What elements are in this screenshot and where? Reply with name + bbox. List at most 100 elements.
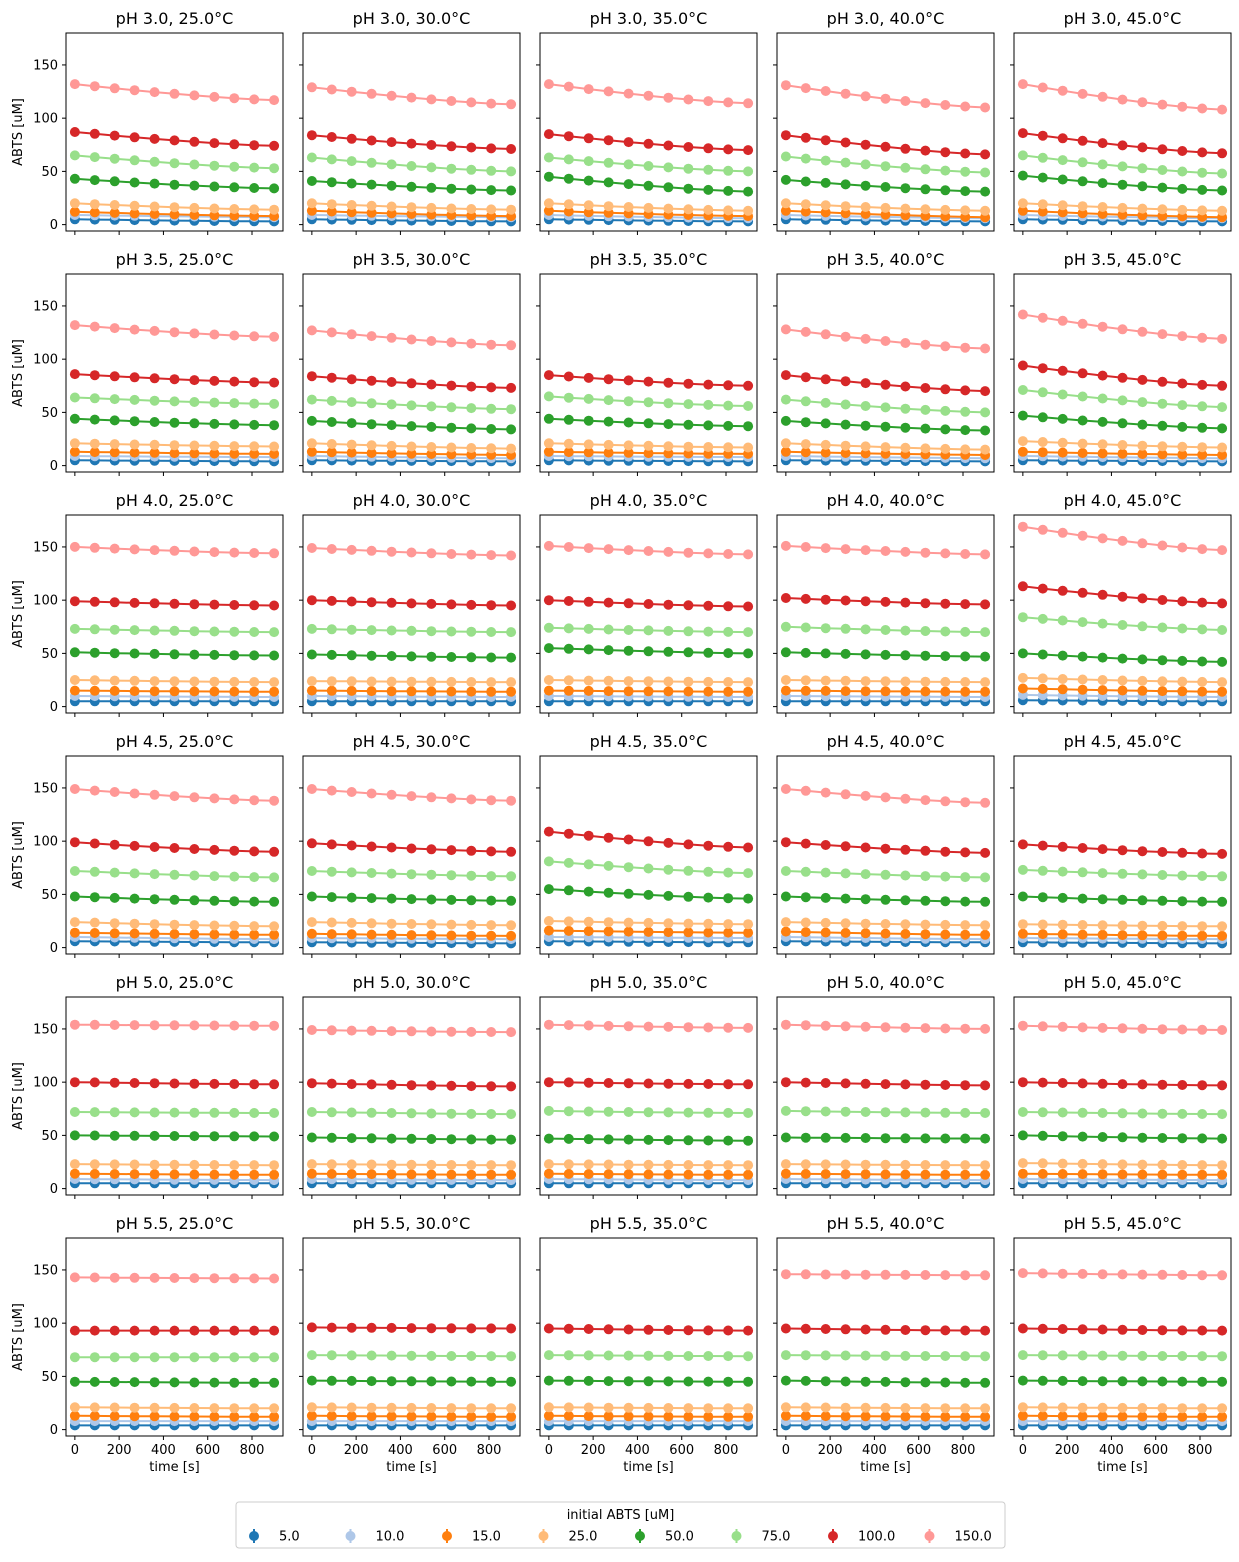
data-point xyxy=(980,651,991,662)
series-50.0 xyxy=(1017,410,1228,434)
data-point xyxy=(1037,206,1048,217)
y-tick-label: 0 xyxy=(50,218,58,233)
data-point xyxy=(189,136,200,147)
data-point xyxy=(1157,595,1168,605)
data-point xyxy=(840,440,851,451)
data-point xyxy=(269,1131,280,1142)
data-point xyxy=(1077,1169,1088,1180)
data-point xyxy=(189,1411,200,1422)
series-150.0 xyxy=(780,80,991,113)
series-150.0 xyxy=(69,320,280,342)
data-point xyxy=(603,1159,614,1170)
data-point xyxy=(466,599,477,610)
series-150.0 xyxy=(780,540,991,560)
data-point xyxy=(860,545,871,556)
data-point xyxy=(1037,583,1048,594)
data-point xyxy=(406,894,417,905)
series-50.0 xyxy=(1017,648,1228,667)
data-point xyxy=(683,686,694,697)
series-25.0 xyxy=(543,198,754,216)
data-point xyxy=(663,140,674,151)
data-point xyxy=(109,1020,120,1030)
data-point xyxy=(563,392,574,403)
data-point xyxy=(426,792,437,803)
subplot-10: pH 3.5, 45.0°C xyxy=(1010,250,1232,476)
axes-frame xyxy=(776,273,995,473)
data-point xyxy=(229,1352,240,1363)
data-point xyxy=(603,1350,614,1361)
data-point xyxy=(189,676,200,687)
data-point xyxy=(683,600,694,611)
data-point xyxy=(603,917,614,928)
series-group xyxy=(69,541,280,707)
data-point xyxy=(900,403,911,414)
data-point xyxy=(1177,441,1188,452)
data-point xyxy=(406,1323,417,1334)
data-point xyxy=(663,1376,674,1387)
data-point xyxy=(920,204,931,215)
data-point xyxy=(269,929,280,940)
data-point xyxy=(426,869,437,880)
data-point xyxy=(89,1019,100,1030)
series-75.0 xyxy=(543,622,754,638)
subplot-title: pH 5.5, 35.0°C xyxy=(590,1214,708,1233)
data-point xyxy=(129,372,140,383)
data-point xyxy=(563,1402,574,1413)
data-point xyxy=(386,440,397,451)
series-50.0 xyxy=(780,174,991,197)
data-point xyxy=(169,545,180,556)
data-point xyxy=(69,596,80,607)
data-point xyxy=(683,378,694,389)
data-point xyxy=(69,173,80,184)
data-point xyxy=(169,135,180,146)
data-point xyxy=(129,1377,140,1388)
data-point xyxy=(860,1402,871,1413)
data-point xyxy=(326,177,337,188)
data-point xyxy=(109,867,120,878)
data-point xyxy=(860,209,871,219)
data-point xyxy=(643,448,654,459)
data-point xyxy=(249,1108,260,1118)
data-point xyxy=(169,791,180,802)
data-point xyxy=(900,422,911,433)
data-point xyxy=(326,372,337,383)
data-point xyxy=(406,1350,417,1361)
data-point xyxy=(366,788,377,799)
data-point xyxy=(209,686,220,697)
data-point xyxy=(366,135,377,146)
data-point xyxy=(149,447,160,458)
series-group xyxy=(543,1323,754,1431)
y-tick-label: 150 xyxy=(33,58,58,73)
data-point xyxy=(366,893,377,904)
data-point xyxy=(406,651,417,662)
data-point xyxy=(466,1081,477,1092)
subplot-3: pH 3.0, 35.0°C xyxy=(536,9,758,235)
data-point xyxy=(1097,675,1108,685)
data-point xyxy=(446,1134,457,1145)
data-point xyxy=(89,1402,100,1413)
data-point xyxy=(663,441,674,452)
legend-marker xyxy=(538,1531,549,1541)
data-point xyxy=(920,339,931,350)
data-point xyxy=(1117,140,1128,151)
data-point xyxy=(189,1377,200,1388)
data-point xyxy=(386,546,397,557)
data-point xyxy=(1017,1402,1028,1413)
data-point xyxy=(583,1350,594,1361)
data-point xyxy=(466,1411,477,1422)
data-point xyxy=(249,548,260,558)
data-point xyxy=(723,841,734,852)
axes-frame xyxy=(1013,514,1232,714)
data-point xyxy=(1117,324,1128,335)
data-point xyxy=(583,675,594,686)
data-point xyxy=(583,596,594,607)
data-point xyxy=(603,1020,614,1031)
data-point xyxy=(920,1377,931,1388)
data-point xyxy=(960,205,971,216)
data-point xyxy=(386,1402,397,1413)
data-point xyxy=(683,441,694,452)
data-point xyxy=(840,137,851,148)
data-point xyxy=(209,91,220,102)
data-point xyxy=(1197,379,1208,390)
data-point xyxy=(1197,1325,1208,1336)
